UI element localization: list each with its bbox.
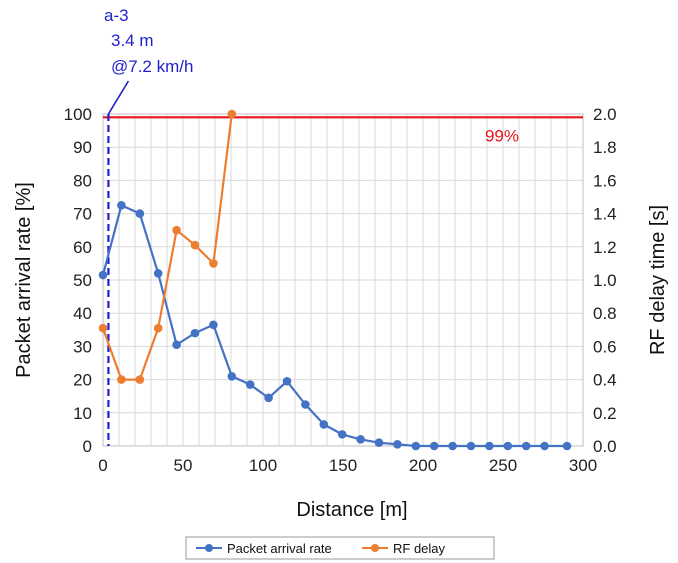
marker-label-line-0: a-3 xyxy=(104,6,129,25)
marker-line-group: a-3 3.4 m @7.2 km/h xyxy=(104,6,193,446)
point-packet-arrival-rate-14 xyxy=(356,435,365,444)
point-packet-arrival-rate-2 xyxy=(135,209,145,218)
legend-marker-packet-arrival-rate xyxy=(205,544,213,552)
x-tick-label-5: 250 xyxy=(489,456,517,475)
point-rf-delay-0 xyxy=(98,323,108,333)
y-right-tick-label-9: 1.8 xyxy=(593,138,617,157)
point-packet-arrival-rate-4 xyxy=(172,340,181,350)
point-packet-arrival-rate-12 xyxy=(319,420,329,429)
y-right-tick-label-6: 1.2 xyxy=(593,238,617,257)
point-packet-arrival-rate-23 xyxy=(521,441,531,451)
y-axis-right-label: RF delay time [s] xyxy=(647,205,669,355)
y-left-tick-label-5: 50 xyxy=(73,271,92,290)
y-left-tick-label-8: 80 xyxy=(73,171,92,190)
x-tick-label-4: 200 xyxy=(409,456,437,475)
point-rf-delay-5 xyxy=(190,240,200,250)
legend: Packet arrival rate RF delay xyxy=(185,536,495,560)
y-left-tick-label-9: 90 xyxy=(73,138,92,157)
y-right-tick-label-4: 0.8 xyxy=(593,304,617,323)
point-rf-delay-1 xyxy=(117,375,126,384)
point-rf-delay-7 xyxy=(227,109,237,119)
legend-box xyxy=(185,536,495,560)
marker-label-line-2: @7.2 km/h xyxy=(111,57,193,76)
legend-label-rf-delay: RF delay xyxy=(393,541,446,556)
point-packet-arrival-rate-21 xyxy=(485,441,494,451)
y-left-tick-label-10: 100 xyxy=(64,105,92,124)
x-tick-label-3: 150 xyxy=(329,456,357,475)
y-right-tick-label-5: 1.0 xyxy=(593,271,617,290)
y-left-tick-label-7: 70 xyxy=(73,205,92,224)
y-right-tick-label-7: 1.4 xyxy=(593,205,617,224)
point-packet-arrival-rate-7 xyxy=(227,371,237,381)
plot-frame xyxy=(102,113,584,447)
series-line-packet-arrival-rate xyxy=(101,204,567,448)
point-packet-arrival-rate-18 xyxy=(429,441,439,451)
point-packet-arrival-rate-16 xyxy=(393,440,402,449)
y-left-tick-label-3: 30 xyxy=(73,337,92,356)
x-tick-label-0: 0 xyxy=(98,456,107,475)
point-packet-arrival-rate-22 xyxy=(503,441,513,451)
reference-line-group: 99% xyxy=(103,116,583,145)
x-tick-label-2: 100 xyxy=(249,456,277,475)
y-axis-left-label: Packet arrival rate [%] xyxy=(13,182,35,378)
series-group xyxy=(98,109,572,451)
point-packet-arrival-rate-13 xyxy=(337,430,347,439)
y-right-tick-label-10: 2.0 xyxy=(593,105,617,124)
point-packet-arrival-rate-9 xyxy=(264,393,273,403)
x-tick-label-6: 300 xyxy=(569,456,597,475)
legend-marker-rf-delay xyxy=(371,544,379,552)
y-right-tick-label-3: 0.6 xyxy=(593,337,617,356)
y-left-tick-label-1: 10 xyxy=(73,404,92,423)
y-right-tick-label-2: 0.4 xyxy=(593,371,617,390)
point-packet-arrival-rate-0 xyxy=(98,270,108,280)
point-packet-arrival-rate-20 xyxy=(466,441,476,451)
point-packet-arrival-rate-5 xyxy=(190,328,200,338)
axis-frame xyxy=(102,113,584,447)
point-packet-arrival-rate-19 xyxy=(448,441,457,451)
marker-label-line-1: 3.4 m xyxy=(111,31,154,50)
grid-lines xyxy=(102,113,584,447)
x-axis-label: Distance [m] xyxy=(296,499,407,521)
point-packet-arrival-rate-6 xyxy=(209,320,218,330)
legend-label-packet-arrival-rate: Packet arrival rate xyxy=(227,541,332,556)
point-rf-delay-4 xyxy=(172,225,181,235)
x-tick-label-1: 50 xyxy=(174,456,193,475)
point-rf-delay-2 xyxy=(135,375,145,384)
point-rf-delay-6 xyxy=(209,259,218,268)
point-packet-arrival-rate-11 xyxy=(301,400,310,409)
marker-leader-line xyxy=(107,80,130,115)
point-packet-arrival-rate-10 xyxy=(282,376,292,386)
y-right-tick-label-1: 0.2 xyxy=(593,404,617,423)
y-right-tick-label-8: 1.6 xyxy=(593,171,617,190)
point-packet-arrival-rate-17 xyxy=(411,441,421,451)
point-packet-arrival-rate-24 xyxy=(540,441,549,451)
y-left-tick-label-2: 20 xyxy=(73,371,92,390)
reference-line-label: 99% xyxy=(485,126,519,145)
point-packet-arrival-rate-25 xyxy=(562,441,572,451)
y-left-tick-label-4: 40 xyxy=(73,304,92,323)
y-left-tick-label-0: 0 xyxy=(83,437,92,456)
point-packet-arrival-rate-3 xyxy=(153,269,163,278)
tick-labels: 0 50 100 150 200 250 300 0 10 20 30 40 50 60 70 80 90 100… xyxy=(64,105,617,475)
point-packet-arrival-rate-15 xyxy=(374,438,384,447)
point-packet-arrival-rate-8 xyxy=(245,380,255,389)
y-right-tick-label-0: 0.0 xyxy=(593,437,617,456)
point-packet-arrival-rate-1 xyxy=(117,201,126,210)
y-left-tick-label-6: 60 xyxy=(73,238,92,257)
point-rf-delay-3 xyxy=(153,323,163,333)
